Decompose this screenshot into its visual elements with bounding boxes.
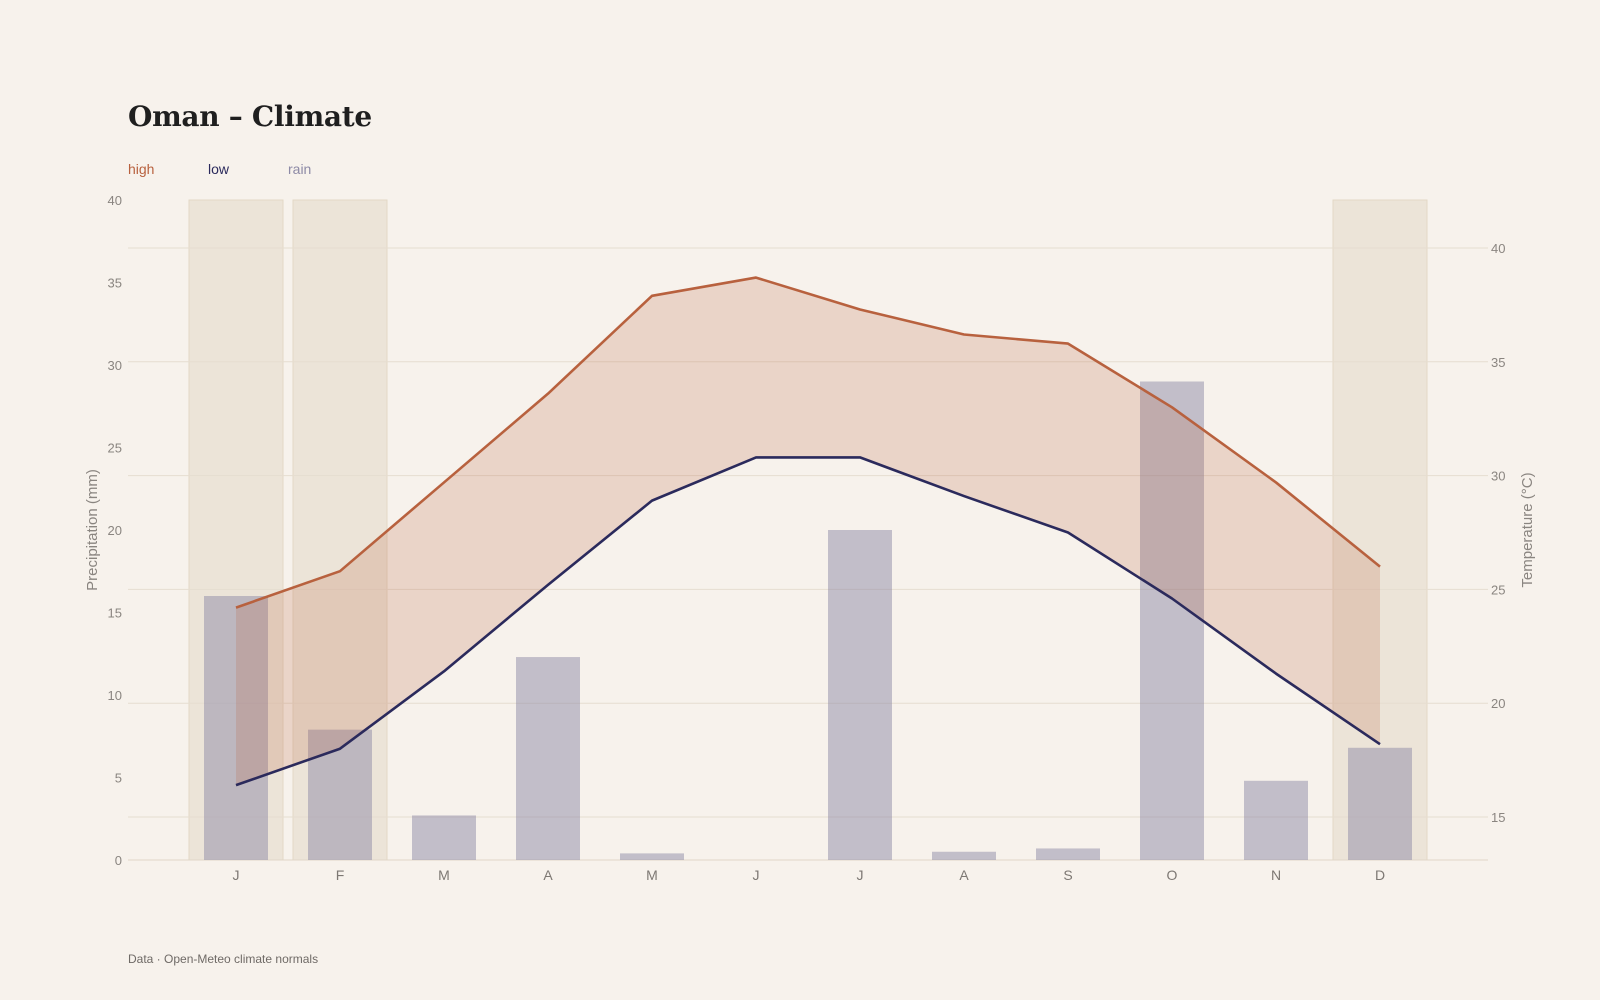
left-axis-ticks: 0 5 10 15 20 25 30 35 40 [108,193,122,868]
month-label: J [857,867,864,883]
left-axis-title: Precipitation (mm) [84,469,101,591]
right-tick-label: 15 [1491,810,1505,825]
temperature-range-fill [236,277,1380,786]
rain-bar [932,851,996,860]
month-label: F [336,867,345,883]
left-tick-label: 40 [108,193,122,208]
left-tick-label: 5 [115,771,122,786]
left-tick-label: 0 [115,853,122,868]
left-tick-label: 20 [108,523,122,538]
month-label: N [1271,867,1281,883]
month-label: M [438,867,450,883]
right-axis-title: Temperature (°C) [1519,472,1536,587]
rain-bar [516,657,580,860]
rain-bar [1348,747,1412,860]
legend-low: low [208,161,230,177]
left-tick-label: 15 [108,606,122,621]
rain-bar [620,853,684,860]
high-temperature-line [235,276,1381,609]
month-label: S [1063,867,1072,883]
right-tick-label: 30 [1491,469,1505,484]
rain-bar [412,815,476,860]
right-tick-label: 35 [1491,355,1505,370]
low-temperature-line [235,456,1381,787]
rain-bar [1244,780,1308,860]
right-tick-label: 40 [1491,241,1505,256]
right-tick-label: 25 [1491,582,1505,597]
chart-title: Oman – Climate [128,100,372,133]
rain-bars [204,381,1412,860]
month-label: O [1167,867,1178,883]
left-tick-label: 25 [108,441,122,456]
right-axis-ticks: 15 20 25 30 35 40 [1491,241,1505,825]
temperature-lines [235,276,1381,787]
rain-bar [1140,381,1204,860]
legend: high low rain [128,161,368,177]
footer-source: Data · Open-Meteo climate normals [128,952,319,966]
left-tick-label: 35 [108,276,122,291]
month-label: J [233,867,240,883]
month-label: J [753,867,760,883]
temperature-range-area [236,277,1380,786]
month-label: A [959,867,969,883]
month-label: D [1375,867,1385,883]
rain-bar [204,596,268,860]
month-label: M [646,867,658,883]
legend-rain: rain [288,161,312,177]
rain-bar [828,530,892,860]
left-tick-label: 30 [108,358,122,373]
rain-bar [308,729,372,860]
left-tick-label: 10 [108,688,122,703]
legend-high: high [128,161,155,177]
rain-bar [1036,848,1100,860]
month-label: A [543,867,553,883]
right-tick-label: 20 [1491,696,1505,711]
